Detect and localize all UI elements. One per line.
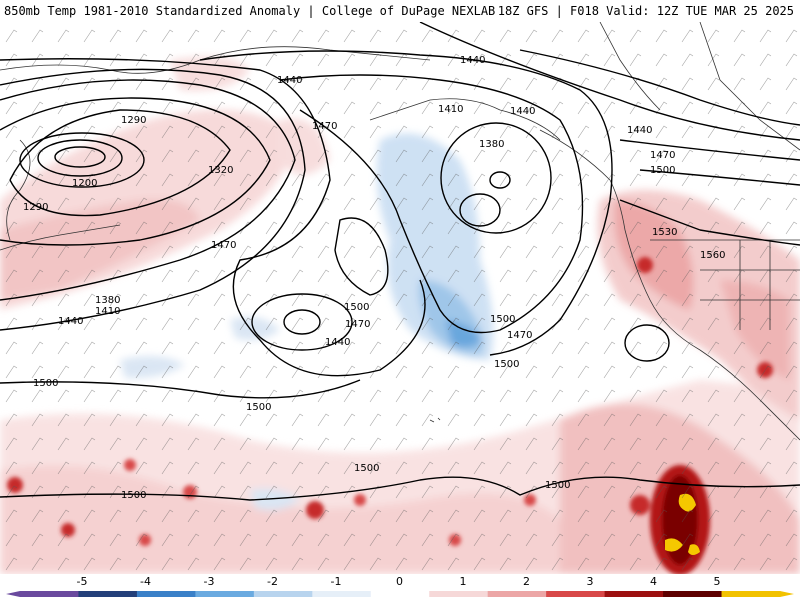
map-title: 850mb Temp 1981-2010 Standardized Anomal… bbox=[4, 4, 496, 18]
contour-label: 1440 bbox=[325, 337, 350, 348]
contour-label: 1500 bbox=[33, 378, 58, 389]
height-contours bbox=[0, 22, 800, 501]
contour-label: 1530 bbox=[652, 227, 677, 238]
colorbar-swatch bbox=[195, 591, 255, 597]
model-run-info: 18Z GFS | F018 Valid: 12Z TUE MAR 25 202… bbox=[497, 4, 794, 18]
colorbar-tick-label: 4 bbox=[650, 575, 657, 588]
colorbar-swatch bbox=[253, 591, 313, 597]
colorbar-max-arrow bbox=[780, 591, 794, 597]
contour-label: 1380 bbox=[479, 139, 504, 150]
contour-label: 1410 bbox=[438, 104, 463, 115]
contour-label: 1500 bbox=[545, 480, 570, 491]
contour-label: 1500 bbox=[650, 165, 675, 176]
colorbar-tick-label: -4 bbox=[140, 575, 151, 588]
contour-label: 1500 bbox=[354, 463, 379, 474]
contour-label: 1470 bbox=[507, 330, 532, 341]
colorbar: -5 -4 -3 -2 -1 0 1 2 3 4 5 bbox=[0, 574, 800, 600]
contour-label: 1560 bbox=[700, 250, 725, 261]
colorbar-swatch bbox=[487, 591, 547, 597]
contour-label: 1320 bbox=[208, 165, 233, 176]
colorbar-tick-label: -3 bbox=[203, 575, 215, 588]
contour-label: 1440 bbox=[277, 75, 302, 86]
colorbar-swatch bbox=[370, 591, 430, 597]
colorbar-tick-label: 3 bbox=[586, 575, 594, 588]
contour-label: 1410 bbox=[95, 306, 120, 317]
colorbar-scale bbox=[6, 591, 794, 597]
colorbar-swatch bbox=[604, 591, 664, 597]
colorbar-swatch bbox=[312, 591, 372, 597]
contour-label: 1290 bbox=[121, 115, 146, 126]
contour-label: 1440 bbox=[58, 316, 83, 327]
colorbar-swatch bbox=[721, 591, 781, 597]
colorbar-tick-label: 2 bbox=[523, 575, 530, 588]
contour-label: 1470 bbox=[650, 150, 675, 161]
colorbar-tick-label: 5 bbox=[713, 575, 721, 588]
coastlines bbox=[0, 22, 800, 441]
contour-label: 1500 bbox=[494, 359, 519, 370]
colorbar-swatch bbox=[663, 591, 723, 597]
contour-labels: 1440 1440 1440 1440 1440 1440 1410 1410 … bbox=[23, 55, 725, 501]
colorbar-swatch bbox=[20, 591, 79, 597]
colorbar-swatch bbox=[429, 591, 489, 597]
colorbar-tick-label: 1 bbox=[459, 575, 467, 588]
contour-label: 1500 bbox=[344, 302, 369, 313]
colorbar-min-arrow bbox=[6, 591, 20, 597]
colorbar-tick-label: 0 bbox=[396, 575, 403, 588]
colorbar-swatch bbox=[136, 591, 196, 597]
colorbar-tick-label: -2 bbox=[267, 575, 278, 588]
wind-barbs bbox=[0, 22, 800, 574]
contour-label: 1380 bbox=[95, 295, 120, 306]
colorbar-tick-label: -1 bbox=[330, 575, 342, 588]
colorbar-swatch bbox=[78, 591, 138, 597]
contour-label: 1500 bbox=[246, 402, 271, 413]
contour-label: 1500 bbox=[121, 490, 146, 501]
contour-label: 1200 bbox=[72, 178, 97, 189]
forecast-map: 1440 1440 1440 1440 1440 1440 1410 1410 … bbox=[0, 22, 800, 574]
contour-label: 1440 bbox=[460, 55, 485, 66]
contour-label: 1290 bbox=[23, 202, 48, 213]
contour-label: 1470 bbox=[312, 121, 337, 132]
contour-label: 1440 bbox=[627, 125, 652, 136]
colorbar-tick-label: -5 bbox=[76, 575, 88, 588]
colorbar-ramp bbox=[6, 591, 794, 597]
header-bar: 850mb Temp 1981-2010 Standardized Anomal… bbox=[0, 0, 800, 22]
contour-label: 1470 bbox=[211, 240, 236, 251]
colorbar-swatch bbox=[546, 591, 606, 597]
contour-label: 1500 bbox=[490, 314, 515, 325]
contour-label: 1440 bbox=[510, 106, 535, 117]
contour-label: 1470 bbox=[345, 319, 370, 330]
colorbar-ticks: -5 -4 -3 -2 -1 0 1 2 3 4 5 bbox=[0, 575, 800, 589]
